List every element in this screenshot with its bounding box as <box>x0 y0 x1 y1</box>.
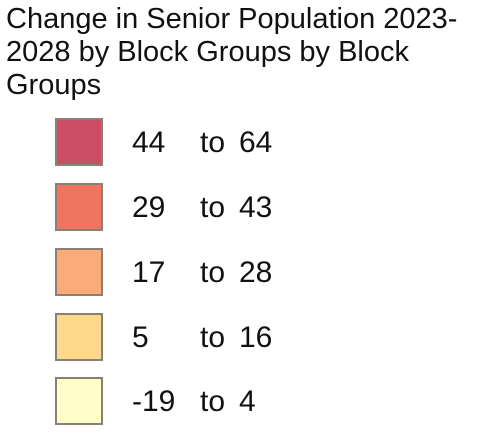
legend-range-max: 64 <box>239 126 273 159</box>
legend-item: 29 to 43 <box>0 183 493 235</box>
legend-item: 17 to 28 <box>0 248 493 300</box>
legend-range-separator: to <box>200 321 226 354</box>
legend-swatch <box>55 248 103 296</box>
legend-range-max: 4 <box>239 385 256 418</box>
legend-range-min: 5 <box>132 321 149 354</box>
legend-range-separator: to <box>200 191 226 224</box>
legend-range-min: 44 <box>132 126 166 159</box>
legend-item: 5 to 16 <box>0 313 493 365</box>
legend-title: Change in Senior Population 2023-2028 by… <box>6 3 458 101</box>
legend-range-min: 17 <box>132 256 166 289</box>
legend-item: -19 to 4 <box>0 377 493 429</box>
legend-range-max: 43 <box>239 191 273 224</box>
legend-range-min: -19 <box>132 385 176 418</box>
legend-swatch <box>55 377 103 425</box>
legend-swatch <box>55 313 103 361</box>
legend-item: 44 to 64 <box>0 118 493 170</box>
legend-range-separator: to <box>200 126 226 159</box>
legend-swatch <box>55 118 103 166</box>
legend-range-max: 16 <box>239 321 273 354</box>
legend-swatch <box>55 183 103 231</box>
legend-range-min: 29 <box>132 191 166 224</box>
legend-range-separator: to <box>200 256 226 289</box>
legend-range-max: 28 <box>239 256 273 289</box>
legend-range-separator: to <box>200 385 226 418</box>
